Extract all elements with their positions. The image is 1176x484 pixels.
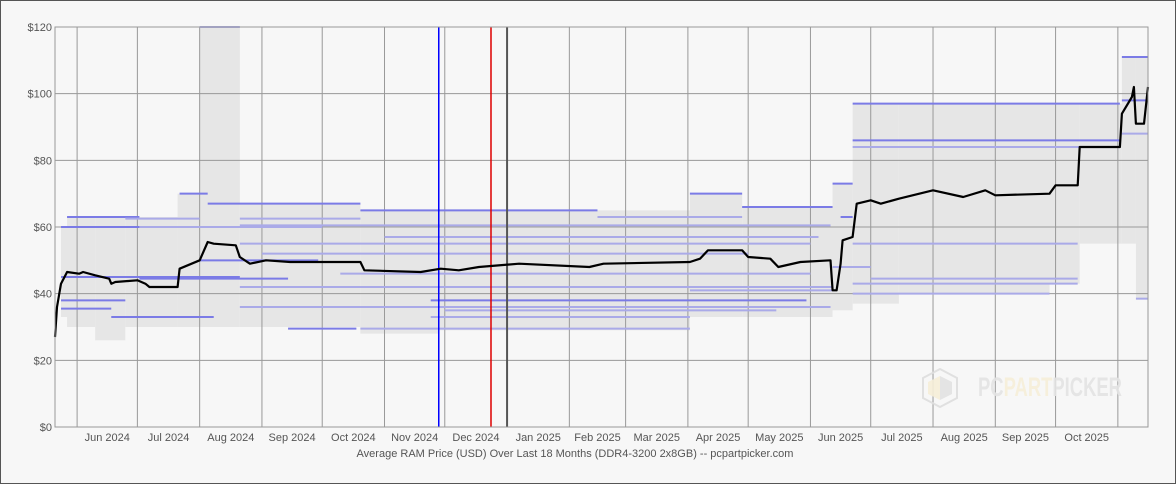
x-tick-label: Jul 2025 xyxy=(881,432,923,444)
x-tick-label: Sep 2025 xyxy=(1002,432,1049,444)
x-tick-label: Jun 2025 xyxy=(818,432,863,444)
y-tick-label: $120 xyxy=(28,22,52,34)
watermark-text: PCPARTPICKER xyxy=(978,372,1122,402)
price-range-band xyxy=(898,103,1050,294)
x-tick-label: Jul 2024 xyxy=(148,432,190,444)
x-tick-label: May 2025 xyxy=(755,432,803,444)
x-tick-label: Jun 2024 xyxy=(85,432,130,444)
pcpartpicker-logo-watermark: PCPARTPICKER xyxy=(922,367,1122,409)
average-price-line xyxy=(53,85,1150,338)
price-range-band xyxy=(438,210,690,331)
price-range-band xyxy=(125,217,178,327)
x-axis-ticks: Jun 2024 Jul 2024 Aug 2024 Sep 2024 Oct 2024… xyxy=(85,432,1109,444)
y-tick-label: $40 xyxy=(34,289,52,301)
x-tick-label: Nov 2024 xyxy=(391,432,438,444)
chart-caption: Average RAM Price (USD) Over Last 18 Mon… xyxy=(357,448,794,460)
x-tick-label: Jan 2025 xyxy=(516,432,561,444)
x-tick-label: Aug 2025 xyxy=(941,432,988,444)
y-tick-label: $0 xyxy=(40,422,52,434)
x-tick-label: Mar 2025 xyxy=(634,432,680,444)
y-axis-ticks: $0 $20 $40 $60 $80 $100 $120 xyxy=(28,22,52,434)
plot-border xyxy=(54,26,1149,428)
price-range-band xyxy=(1121,57,1136,244)
y-tick-label: $60 xyxy=(34,222,52,234)
x-tick-label: Oct 2025 xyxy=(1064,432,1109,444)
price-range-band xyxy=(1079,103,1122,244)
watermark-part: PART xyxy=(1004,372,1053,402)
watermark-pc: PC xyxy=(978,372,1004,402)
x-tick-label: Apr 2025 xyxy=(696,432,741,444)
x-tick-label: Dec 2024 xyxy=(452,432,499,444)
x-tick-label: Sep 2024 xyxy=(269,432,316,444)
price-range-band xyxy=(1049,103,1080,284)
x-tick-label: Feb 2025 xyxy=(574,432,620,444)
date-markers xyxy=(438,27,509,427)
x-tick-label: Aug 2024 xyxy=(207,432,254,444)
retailer-price-lines xyxy=(61,26,1148,330)
price-range-band xyxy=(177,193,200,327)
price-range-band xyxy=(61,227,68,317)
watermark-picker: PICKER xyxy=(1052,372,1122,402)
price-range-band xyxy=(239,203,361,327)
price-range-band xyxy=(199,27,240,327)
y-tick-label: $80 xyxy=(34,155,52,167)
y-tick-label: $20 xyxy=(34,355,52,367)
price-range-band xyxy=(689,193,743,317)
y-tick-label: $100 xyxy=(28,89,52,101)
x-tick-label: Oct 2024 xyxy=(331,432,376,444)
